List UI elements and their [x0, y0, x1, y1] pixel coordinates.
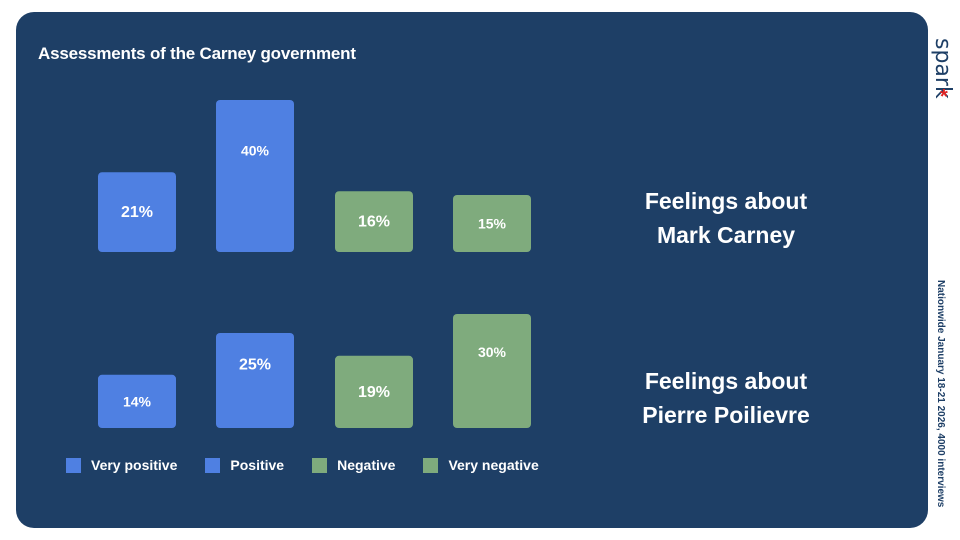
- legend-label-very-positive: Very positive: [91, 457, 178, 473]
- legend-label-very-negative: Very negative: [448, 457, 539, 473]
- group-label-poilievre: Feelings about Pierre Poilievre: [616, 364, 836, 432]
- legend-item-negative: Negative: [312, 457, 395, 473]
- bar-carney-negative: [335, 191, 413, 252]
- brand-star-icon: *: [940, 86, 948, 108]
- source-footnote: Nationwide January 18-21 2026, 4000 inte…: [935, 280, 946, 508]
- group-label-poilievre-line1: Feelings about: [644, 368, 808, 394]
- group-label-poilievre-line2: Pierre Poilievre: [642, 402, 810, 428]
- chart-legend: Very positive Positive Negative Very neg…: [66, 457, 567, 473]
- bar-label-poilievre-positive: 25%: [239, 357, 271, 374]
- bar-label-carney-positive: 40%: [241, 143, 270, 159]
- legend-swatch-very-negative: [423, 457, 439, 473]
- bar-poilievre-very-negative: [453, 314, 531, 428]
- legend-swatch-very-positive: [66, 457, 81, 473]
- bar-poilievre-negative: [335, 355, 413, 428]
- bar-label-carney-very-negative: 15%: [478, 216, 507, 232]
- bar-carney-very-positive: [98, 172, 176, 252]
- bar-poilievre-positive: [216, 333, 294, 428]
- bar-carney-very-negative: [453, 195, 531, 252]
- bar-label-carney-negative: 16%: [358, 214, 390, 231]
- legend-swatch-positive: [205, 457, 221, 473]
- bar-label-poilievre-very-positive: 14%: [123, 393, 152, 409]
- chart-card: [16, 12, 928, 528]
- bar-poilievre-very-positive: [98, 374, 176, 428]
- legend-item-very-negative: Very negative: [423, 457, 539, 473]
- bar-carney-positive: [216, 100, 294, 252]
- legend-item-positive: Positive: [205, 457, 284, 473]
- legend-item-very-positive: Very positive: [66, 457, 177, 473]
- bar-label-carney-very-positive: 21%: [121, 204, 153, 221]
- group-label-carney-line2: Mark Carney: [656, 222, 796, 248]
- bar-label-poilievre-negative: 19%: [358, 384, 390, 401]
- chart-title: Assessments of the Carney government: [38, 44, 356, 63]
- group-label-carney-line1: Feelings about: [644, 188, 808, 214]
- legend-swatch-negative: [312, 457, 328, 473]
- legend-label-positive: Positive: [230, 457, 285, 473]
- legend-label-negative: Negative: [337, 457, 396, 473]
- group-label-carney: Feelings about Mark Carney: [616, 184, 836, 252]
- bar-label-poilievre-very-negative: 30%: [478, 344, 507, 360]
